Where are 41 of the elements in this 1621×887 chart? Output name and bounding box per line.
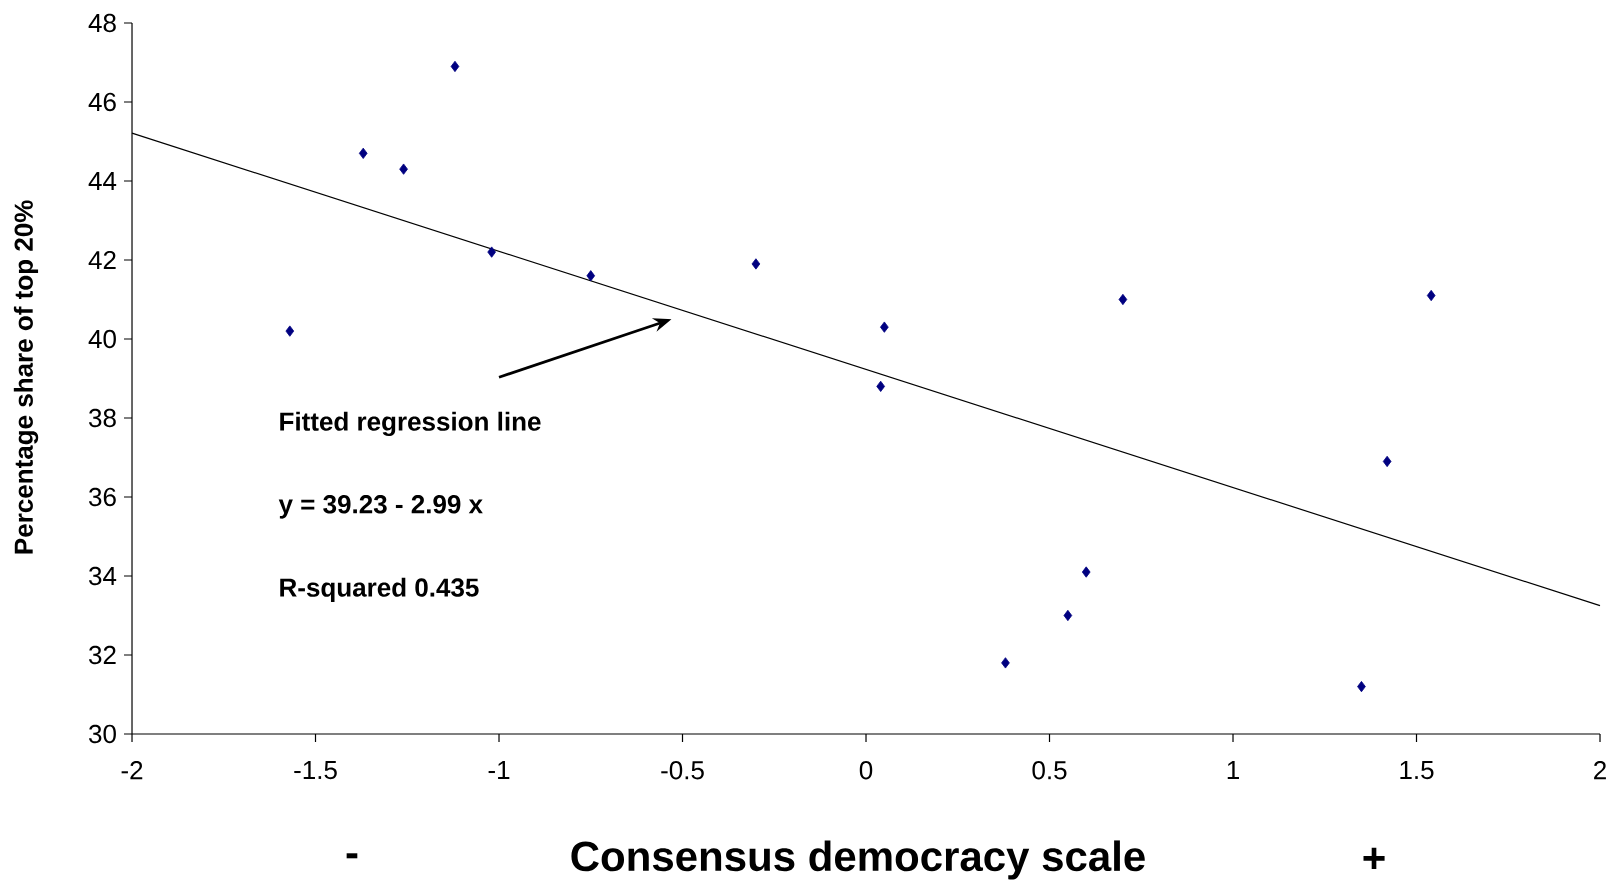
x-tick-label: 1 — [1227, 761, 1239, 779]
y-tick-label: 48 — [88, 13, 116, 33]
y-tick-label: 38 — [89, 408, 116, 428]
x-tick-label: 2 — [1594, 761, 1606, 780]
text: + — [1363, 847, 1385, 870]
x-tick-label: 0.5 — [1032, 761, 1067, 780]
point — [751, 258, 761, 270]
point — [358, 147, 368, 159]
y-axis-title: Percentage share of top 20% — [13, 200, 39, 554]
x-tick-label: 0 — [859, 761, 873, 780]
y-tick-label: 36 — [89, 487, 116, 507]
annotation: y = 39.23 - 2.99 x — [278, 495, 483, 519]
point — [1118, 293, 1128, 306]
annotation: R-squared 0.435 — [280, 577, 479, 602]
y-tick-label: 40 — [88, 329, 116, 349]
point — [876, 380, 885, 392]
y-tick-label: 34 — [89, 566, 117, 586]
point — [399, 163, 408, 175]
point — [285, 325, 295, 337]
point — [880, 321, 889, 333]
point — [586, 270, 596, 282]
point — [450, 60, 460, 73]
point — [1382, 455, 1392, 468]
point — [1001, 657, 1010, 669]
point — [487, 246, 496, 258]
y-tick-label: 44 — [88, 172, 117, 190]
y-tick-label: 46 — [88, 92, 116, 112]
y-tick-label: 32 — [89, 645, 116, 665]
y-tick-label: 30 — [89, 724, 116, 744]
annotation: Fitted regression line — [280, 411, 541, 437]
x-tick-label: -1.5 — [294, 761, 337, 780]
x-tick-label: -2 — [121, 761, 143, 780]
text: - — [346, 853, 358, 859]
point — [1081, 566, 1091, 578]
x-tick-label: -0.5 — [661, 761, 704, 780]
point — [1426, 289, 1436, 302]
x-axis-title: Consensus democracy scale — [571, 840, 1145, 880]
x-tick-label: 1.5 — [1400, 761, 1434, 780]
x-tick-label: -1 — [488, 761, 510, 779]
point — [1063, 609, 1073, 622]
y-tick-label: 42 — [88, 250, 116, 270]
